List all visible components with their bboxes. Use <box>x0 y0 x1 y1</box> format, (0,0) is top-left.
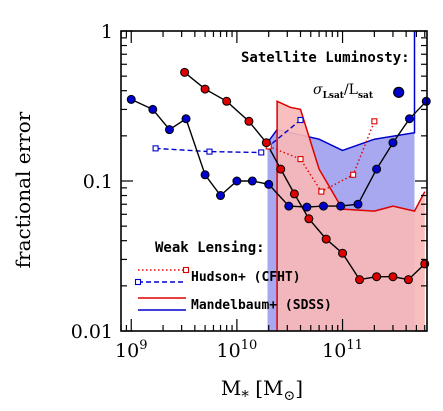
y-tick-label-2: 0.01 <box>71 321 113 343</box>
legend-marker-bottom-0 <box>134 278 142 286</box>
series-3-point-7 <box>247 176 257 186</box>
series-2-point-0 <box>180 67 190 77</box>
series-2-point-10 <box>355 275 365 285</box>
series-2-point-7 <box>304 214 314 224</box>
series-1-point-3 <box>297 116 304 124</box>
series-3-point-8 <box>264 179 274 189</box>
series-0-point-1 <box>297 156 304 163</box>
x-axis-label: M* [M⊙] <box>221 376 303 405</box>
series-3-point-6 <box>232 176 242 186</box>
series-2-point-2 <box>222 96 232 106</box>
region-red-edge <box>276 100 426 331</box>
sat-subscript: sat <box>358 91 374 101</box>
legend-label-hudson: Hudson+ (CFHT) <box>191 270 301 285</box>
region-red-fill <box>277 101 425 331</box>
series-line-1 <box>155 119 301 154</box>
y-tick-label-0: 1 <box>101 21 113 43</box>
series-3-point-15 <box>388 138 398 148</box>
series-3-point-0 <box>126 94 136 104</box>
y-tick-label-1: 0.1 <box>83 171 113 193</box>
series-3-point-14 <box>372 164 382 174</box>
series-2-point-12 <box>388 272 398 282</box>
legend-label-mandelbaum: Mandelbaum+ (SDSS) <box>191 298 332 313</box>
series-markers <box>126 67 431 285</box>
shaded-regions <box>266 31 426 331</box>
series-3-point-11 <box>318 201 328 211</box>
series-3-point-10 <box>302 202 312 212</box>
series-0-point-4 <box>371 118 378 125</box>
annotation-point-marker <box>393 86 405 98</box>
series-2-point-11 <box>372 272 382 282</box>
slash-l: /L <box>344 82 358 98</box>
series-3-point-16 <box>404 114 414 124</box>
series-2-point-3 <box>244 116 254 126</box>
series-1-point-1 <box>206 148 213 155</box>
x-axis-label-main: M <box>221 376 241 400</box>
series-2-point-4 <box>261 138 271 148</box>
series-3-point-3 <box>181 114 191 124</box>
series-3-point-1 <box>148 104 158 114</box>
legend-marker-top-0 <box>182 266 190 274</box>
series-3-point-9 <box>284 201 294 211</box>
series-2-point-8 <box>321 234 331 244</box>
sigma-label: σLsat/Lsat <box>313 82 374 101</box>
series-0-point-2 <box>318 188 325 195</box>
x-tick-label-1: 1010 <box>217 338 258 362</box>
series-2-point-6 <box>289 189 299 199</box>
tick-labels: 109 1010 1011 1 0.1 0.01 <box>71 21 363 362</box>
x-axis-label-sub: * <box>241 387 249 405</box>
satellite-title: Satellite Luminosty: <box>241 50 410 66</box>
x-tick-label-0: 109 <box>115 338 147 362</box>
legend <box>134 266 190 311</box>
series-0-point-3 <box>350 171 357 178</box>
series-3-point-4 <box>200 170 210 180</box>
series-3-point-2 <box>164 125 174 135</box>
x-axis-label-unit-sub: ⊙ <box>284 388 296 404</box>
y-axis-label: fractional error <box>11 111 35 268</box>
series-2-point-13 <box>403 275 413 285</box>
x-tick-label-2: 1011 <box>322 338 363 362</box>
x-axis-label-unit-open: [M <box>249 376 284 400</box>
series-1-point-2 <box>258 149 265 156</box>
series-2-point-5 <box>276 164 286 174</box>
series-3-point-12 <box>336 201 346 211</box>
annotation-point <box>393 86 405 98</box>
axis-ticks <box>120 30 427 332</box>
x-axis-label-unit-close: ] <box>295 376 303 400</box>
sigma-subscript: Lsat <box>323 91 345 101</box>
series-2-point-1 <box>200 84 210 94</box>
series-3-point-5 <box>216 191 226 201</box>
series-1-point-0 <box>152 145 159 152</box>
weak-lensing-label: Weak Lensing: <box>155 240 265 256</box>
series-3-point-13 <box>353 199 363 209</box>
sigma-symbol: σ <box>313 82 323 98</box>
series-2-point-9 <box>338 248 348 258</box>
